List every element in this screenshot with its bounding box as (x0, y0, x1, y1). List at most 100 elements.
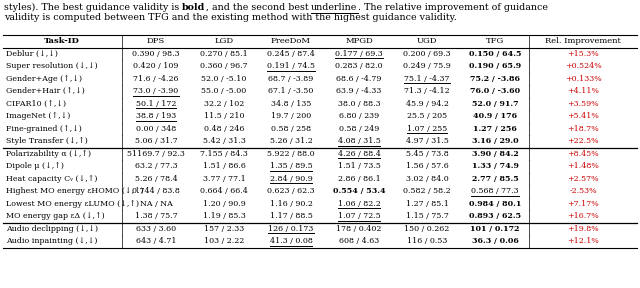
Text: bold: bold (182, 3, 205, 12)
Text: . The relative improvement of guidance: . The relative improvement of guidance (358, 3, 547, 12)
Text: 73.0 / -3.90: 73.0 / -3.90 (133, 87, 179, 95)
Text: 40.9 / 176: 40.9 / 176 (473, 112, 517, 120)
Text: 3.90 / 84.2: 3.90 / 84.2 (472, 150, 518, 158)
Text: -2.53%: -2.53% (569, 187, 596, 195)
Text: 1.16 / 90.2: 1.16 / 90.2 (269, 200, 312, 208)
Text: MO energy gap εΔ (↓,↑): MO energy gap εΔ (↓,↑) (6, 212, 105, 220)
Text: 52.0 / 91.7: 52.0 / 91.7 (472, 100, 518, 108)
Text: Highest MO energy εHOMO (↓,↑): Highest MO energy εHOMO (↓,↑) (6, 187, 144, 195)
Text: 0.664 / 66.4: 0.664 / 66.4 (200, 187, 248, 195)
Text: 0.744 / 83.8: 0.744 / 83.8 (132, 187, 180, 195)
Text: 0.191 / 74.5: 0.191 / 74.5 (267, 62, 315, 70)
Text: 71.6 / -4.26: 71.6 / -4.26 (133, 75, 179, 83)
Text: 75.1 / -4.37: 75.1 / -4.37 (404, 75, 450, 83)
Text: 5.26 / 78.4: 5.26 / 78.4 (134, 175, 177, 183)
Text: Fine-grained (↑,↓): Fine-grained (↑,↓) (6, 125, 82, 133)
Text: 0.270 / 85.1: 0.270 / 85.1 (200, 50, 248, 58)
Text: 1.17 / 88.5: 1.17 / 88.5 (269, 212, 312, 220)
Text: Heat capacity Cᵥ (↓,↑): Heat capacity Cᵥ (↓,↑) (6, 175, 97, 183)
Text: 1.27 / 85.1: 1.27 / 85.1 (406, 200, 449, 208)
Text: 2.86 / 86.1: 2.86 / 86.1 (338, 175, 380, 183)
Text: 1.20 / 90.9: 1.20 / 90.9 (203, 200, 245, 208)
Text: +22.5%: +22.5% (567, 137, 599, 145)
Text: 25.5 / 205: 25.5 / 205 (407, 112, 447, 120)
Text: 0.190 / 65.9: 0.190 / 65.9 (469, 62, 521, 70)
Text: 5.42 / 31.3: 5.42 / 31.3 (203, 137, 245, 145)
Text: +12.1%: +12.1% (567, 237, 599, 245)
Text: 0.984 / 80.1: 0.984 / 80.1 (469, 200, 521, 208)
Text: 1.19 / 85.3: 1.19 / 85.3 (203, 212, 245, 220)
Text: 4.97 / 31.5: 4.97 / 31.5 (406, 137, 449, 145)
Text: 3.02 / 84.0: 3.02 / 84.0 (406, 175, 449, 183)
Text: Dipole μ (↓,↑): Dipole μ (↓,↑) (6, 162, 64, 170)
Text: 1.07 / 255: 1.07 / 255 (407, 125, 447, 133)
Text: 608 / 4.63: 608 / 4.63 (339, 237, 379, 245)
Text: 0.249 / 75.9: 0.249 / 75.9 (403, 62, 451, 70)
Text: 52.0 / -5.10: 52.0 / -5.10 (202, 75, 246, 83)
Text: 150 / 0.262: 150 / 0.262 (404, 225, 450, 233)
Text: 2.84 / 90.9: 2.84 / 90.9 (269, 175, 312, 183)
Text: 76.0 / -3.60: 76.0 / -3.60 (470, 87, 520, 95)
Text: 36.3 / 0.06: 36.3 / 0.06 (472, 237, 518, 245)
Text: 3.77 / 77.1: 3.77 / 77.1 (203, 175, 245, 183)
Text: 0.283 / 82.0: 0.283 / 82.0 (335, 62, 383, 70)
Text: 0.390 / 98.3: 0.390 / 98.3 (132, 50, 180, 58)
Text: +3.59%: +3.59% (567, 100, 599, 108)
Text: MPGD: MPGD (345, 37, 373, 45)
Text: 68.6 / -4.79: 68.6 / -4.79 (336, 75, 381, 83)
Text: +1.48%: +1.48% (567, 162, 599, 170)
Text: Task-ID: Task-ID (44, 37, 80, 45)
Text: 1.38 / 75.7: 1.38 / 75.7 (134, 212, 177, 220)
Text: +2.57%: +2.57% (567, 175, 599, 183)
Text: 126 / 0.173: 126 / 0.173 (268, 225, 314, 233)
Text: 0.245 / 87.4: 0.245 / 87.4 (267, 50, 315, 58)
Text: 1.27 / 256: 1.27 / 256 (473, 125, 517, 133)
Text: 1.51 / 86.6: 1.51 / 86.6 (203, 162, 245, 170)
Text: 71.3 / -4.12: 71.3 / -4.12 (404, 87, 450, 95)
Text: 0.00 / 348: 0.00 / 348 (136, 125, 176, 133)
Text: Super resolution (↓,↓): Super resolution (↓,↓) (6, 62, 98, 70)
Text: 45.9 / 94.2: 45.9 / 94.2 (406, 100, 449, 108)
Text: 51169.7 / 92.3: 51169.7 / 92.3 (127, 150, 185, 158)
Text: 75.2 / -3.86: 75.2 / -3.86 (470, 75, 520, 83)
Text: 0.420 / 109: 0.420 / 109 (133, 62, 179, 70)
Text: Rel. Improvement: Rel. Improvement (545, 37, 621, 45)
Text: 32.2 / 102: 32.2 / 102 (204, 100, 244, 108)
Text: underline: underline (311, 3, 358, 12)
Text: 55.0 / -5.00: 55.0 / -5.00 (202, 87, 246, 95)
Text: 178 / 0.402: 178 / 0.402 (336, 225, 381, 233)
Text: +15.3%: +15.3% (567, 50, 599, 58)
Text: 0.554 / 53.4: 0.554 / 53.4 (333, 187, 385, 195)
Text: 0.200 / 69.3: 0.200 / 69.3 (403, 50, 451, 58)
Text: 63.9 / -4.33: 63.9 / -4.33 (336, 87, 381, 95)
Text: 5.06 / 31.7: 5.06 / 31.7 (134, 137, 177, 145)
Text: validity is computed between TFG and the existing method with the highest guidan: validity is computed between TFG and the… (4, 13, 457, 22)
Text: +0.133%: +0.133% (564, 75, 602, 83)
Text: CIFAR10 (↑,↓): CIFAR10 (↑,↓) (6, 100, 66, 108)
Text: 19.7 / 200: 19.7 / 200 (271, 112, 311, 120)
Text: FreeDoM: FreeDoM (271, 37, 311, 45)
Text: 0.150 / 64.5: 0.150 / 64.5 (468, 50, 521, 58)
Text: 0.48 / 246: 0.48 / 246 (204, 125, 244, 133)
Text: 6.80 / 239: 6.80 / 239 (339, 112, 379, 120)
Text: 0.893 / 62.5: 0.893 / 62.5 (469, 212, 521, 220)
Text: 0.582 / 58.2: 0.582 / 58.2 (403, 187, 451, 195)
Text: 1.33 / 74.9: 1.33 / 74.9 (472, 162, 518, 170)
Text: 116 / 0.53: 116 / 0.53 (407, 237, 447, 245)
Text: 0.623 / 62.3: 0.623 / 62.3 (267, 187, 315, 195)
Text: 0.360 / 96.7: 0.360 / 96.7 (200, 62, 248, 70)
Text: 1.15 / 75.7: 1.15 / 75.7 (406, 212, 449, 220)
Text: Polarizability α (↓,↑): Polarizability α (↓,↑) (6, 150, 91, 158)
Text: 101 / 0.172: 101 / 0.172 (470, 225, 520, 233)
Text: 5.45 / 73.8: 5.45 / 73.8 (406, 150, 449, 158)
Text: 68.7 / -3.89: 68.7 / -3.89 (268, 75, 314, 83)
Text: UGD: UGD (417, 37, 437, 45)
Text: +7.17%: +7.17% (567, 200, 599, 208)
Text: Audio declipping (↓,↓): Audio declipping (↓,↓) (6, 225, 98, 233)
Text: +18.7%: +18.7% (567, 125, 599, 133)
Text: +4.11%: +4.11% (567, 87, 599, 95)
Text: 67.1 / -3.50: 67.1 / -3.50 (268, 87, 314, 95)
Text: Lowest MO energy εLUMO (↓,↑): Lowest MO energy εLUMO (↓,↑) (6, 200, 139, 208)
Text: 50.1 / 172: 50.1 / 172 (136, 100, 176, 108)
Text: 41.3 / 0.08: 41.3 / 0.08 (269, 237, 312, 245)
